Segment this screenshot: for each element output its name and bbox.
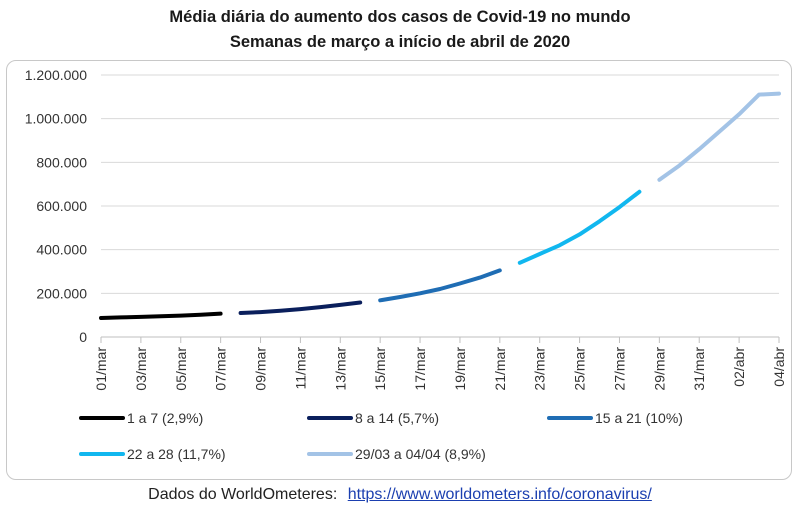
source-link[interactable]: https://www.worldometers.info/coronaviru… bbox=[347, 486, 652, 503]
x-tick-label: 29/mar bbox=[651, 347, 667, 391]
y-tick-label: 1.000.000 bbox=[25, 111, 87, 127]
y-tick-label: 400.000 bbox=[36, 242, 87, 258]
x-tick-label: 25/mar bbox=[572, 347, 588, 391]
chart-frame: 0 200.000 400.000 600.000 800.000 1.000.000 1.… bbox=[6, 60, 792, 480]
legend-label: 15 a 21 (10%) bbox=[595, 410, 683, 426]
x-tick-label: 03/mar bbox=[133, 347, 149, 391]
legend-label: 1 a 7 (2,9%) bbox=[127, 410, 203, 426]
y-tick-label: 800.000 bbox=[36, 154, 87, 170]
x-tick-label: 01/mar bbox=[93, 347, 109, 391]
series-line-5 bbox=[657, 91, 781, 182]
y-tick-label: 600.000 bbox=[36, 198, 87, 214]
x-tick-label: 17/mar bbox=[412, 347, 428, 391]
x-tick-label: 13/mar bbox=[332, 347, 348, 391]
chart-subtitle: Semanas de março a início de abril de 20… bbox=[229, 33, 571, 51]
series-line-2 bbox=[238, 300, 363, 315]
y-tick-label: 200.000 bbox=[36, 285, 87, 301]
series-line-3 bbox=[378, 268, 502, 303]
y-tick-label: 0 bbox=[79, 329, 87, 345]
x-tick-label: 31/mar bbox=[691, 347, 707, 391]
x-tick-label: 05/mar bbox=[173, 347, 189, 391]
x-tick-label: 21/mar bbox=[492, 347, 508, 391]
source-text: Dados do WorldOmeteres: bbox=[148, 486, 338, 503]
source-footer: Dados do WorldOmeteres: https://www.worl… bbox=[0, 486, 800, 504]
x-tick-label: 11/mar bbox=[292, 347, 308, 390]
x-tick-label: 15/mar bbox=[372, 347, 388, 391]
x-tick-label: 27/mar bbox=[611, 347, 627, 391]
x-tick-label: 23/mar bbox=[532, 347, 548, 391]
x-tick-label: 07/mar bbox=[213, 347, 229, 391]
line-chart: 0 200.000 400.000 600.000 800.000 1.000.000 1.… bbox=[25, 67, 787, 462]
series-line-1 bbox=[99, 311, 223, 320]
y-tick-label: 1.200.000 bbox=[25, 67, 87, 83]
x-tick-label: 02/abr bbox=[731, 347, 747, 387]
legend-label: 8 a 14 (5,7%) bbox=[355, 410, 439, 426]
series-line-4 bbox=[517, 189, 642, 265]
x-tick-label: 04/abr bbox=[771, 347, 787, 387]
legend-label: 22 a 28 (11,7%) bbox=[127, 446, 226, 462]
x-tick-label: 19/mar bbox=[452, 347, 468, 391]
legend-label: 29/03 a 04/04 (8,9%) bbox=[355, 446, 486, 462]
x-tick-label: 09/mar bbox=[253, 347, 269, 391]
chart-title: Média diária do aumento dos casos de Cov… bbox=[169, 8, 631, 26]
